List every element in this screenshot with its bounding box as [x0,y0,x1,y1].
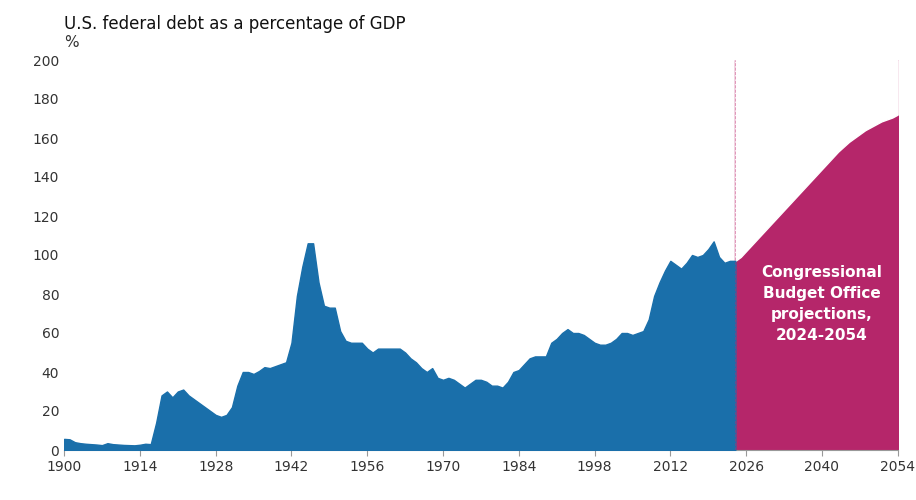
Text: U.S. federal debt as a percentage of GDP: U.S. federal debt as a percentage of GDP [64,15,406,33]
Text: Congressional
Budget Office
projections,
2024-2054: Congressional Budget Office projections,… [761,265,882,343]
Text: %: % [64,35,79,50]
